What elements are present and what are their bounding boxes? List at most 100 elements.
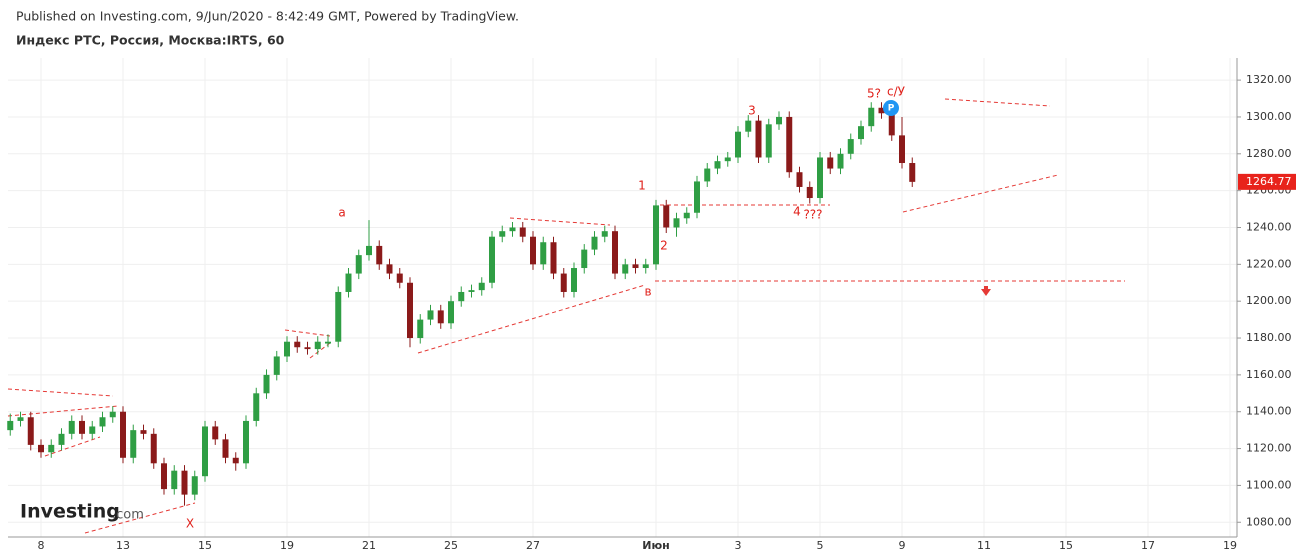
candle-body — [909, 163, 916, 182]
candle-body — [284, 341, 290, 357]
candle-body — [99, 417, 106, 427]
candle-body — [663, 205, 670, 228]
candle-body — [735, 131, 741, 158]
y-tick-label: 1120.00 — [1246, 442, 1292, 455]
x-tick-label: 8 — [38, 539, 45, 552]
trend-line — [44, 436, 101, 457]
candle-body — [335, 291, 342, 342]
candle-body — [325, 341, 331, 344]
candle-body — [622, 264, 629, 274]
candles — [7, 102, 916, 506]
trend-line — [84, 502, 196, 534]
x-tick-label: 27 — [526, 539, 540, 552]
candle-body — [58, 433, 65, 445]
candle-body — [755, 120, 762, 158]
candle-body — [263, 374, 270, 394]
candle-body — [704, 168, 711, 182]
trend-line — [944, 98, 1051, 107]
candle-body — [427, 310, 434, 320]
x-tick-label: 17 — [1141, 539, 1155, 552]
candle-body — [888, 113, 895, 136]
candle-body — [796, 172, 803, 187]
candle-body — [345, 273, 352, 292]
trend-lines — [7, 98, 1125, 534]
candle-body — [478, 282, 485, 291]
candle-body — [489, 236, 495, 283]
trend-line — [509, 217, 611, 226]
candle-body — [314, 341, 321, 350]
wave-label: 5? — [867, 87, 881, 101]
candle-body — [130, 430, 137, 458]
y-tick-label: 1240.00 — [1246, 220, 1292, 233]
candle-body — [366, 245, 372, 256]
candle-body — [468, 290, 475, 292]
x-tick-label: 19 — [1223, 539, 1237, 552]
trend-line — [284, 329, 331, 337]
wave-label: в — [644, 285, 651, 299]
candle-body — [519, 227, 526, 237]
y-tick-label: 1200.00 — [1246, 294, 1292, 307]
candle-body — [140, 430, 147, 434]
y-tick-label: 1220.00 — [1246, 257, 1292, 270]
last-price-label: 1264.77 — [1246, 175, 1292, 188]
symbol-title: Индекс РТС, Россия, Москва:IRTS, 60 — [16, 33, 285, 48]
candle-body — [191, 476, 198, 495]
y-tick-label: 1080.00 — [1246, 515, 1292, 528]
candle-body — [868, 107, 875, 127]
candle-body — [632, 264, 639, 269]
candle-body — [181, 470, 188, 495]
trend-line — [417, 284, 646, 354]
wave-label: 2 — [660, 239, 668, 253]
y-tick-label: 1300.00 — [1246, 110, 1292, 123]
x-tick-label: 15 — [1059, 539, 1073, 552]
candle-body — [581, 249, 588, 269]
x-tick-label: 9 — [899, 539, 906, 552]
candle-body — [448, 301, 454, 324]
x-tick-label: Июн — [642, 539, 670, 552]
marker-circle — [883, 100, 899, 116]
candle-body — [765, 124, 772, 158]
x-tick-label: 21 — [362, 539, 376, 552]
down-arrow — [981, 286, 991, 296]
candle-body — [571, 268, 577, 292]
candle-body — [294, 341, 301, 348]
candle-body — [673, 218, 680, 228]
annotations: a 1 2 3 4 ??? 5? с/У в X — [186, 85, 906, 531]
candle-body — [899, 135, 905, 164]
candle-body — [550, 242, 557, 274]
x-tick-label: 25 — [444, 539, 458, 552]
candle-body — [171, 470, 178, 490]
trend-line — [902, 174, 1059, 213]
candle-body — [601, 231, 608, 237]
candle-body — [27, 417, 34, 445]
wave-label: 4 — [793, 205, 801, 219]
y-tick-label: 1160.00 — [1246, 368, 1292, 381]
wave-label: 3 — [748, 104, 756, 118]
candle-body — [817, 157, 823, 199]
x-tick-label: 19 — [280, 539, 294, 552]
candle-body — [120, 411, 126, 458]
x-tick-label: 11 — [977, 539, 991, 552]
candle-body — [7, 420, 14, 431]
candle-body — [878, 107, 885, 114]
candle-body — [458, 291, 465, 302]
candle-body — [858, 126, 864, 140]
candle-body — [499, 231, 506, 237]
candle-body — [437, 310, 444, 324]
candle-body — [837, 153, 844, 169]
candle-body — [694, 181, 700, 213]
candle-body — [222, 439, 229, 458]
wave-label: X — [186, 517, 194, 531]
wave-label: 1 — [638, 179, 646, 193]
candle-body — [612, 231, 618, 274]
last-price-box — [1238, 173, 1296, 190]
candle-body — [827, 157, 834, 169]
candle-body — [243, 420, 249, 464]
wave-label: a — [338, 206, 345, 220]
candle-body — [786, 116, 793, 173]
candle-body — [232, 457, 239, 464]
y-tick-label: 1140.00 — [1246, 405, 1292, 418]
logo-suffix: .com — [112, 508, 144, 523]
candle-body — [642, 264, 649, 269]
